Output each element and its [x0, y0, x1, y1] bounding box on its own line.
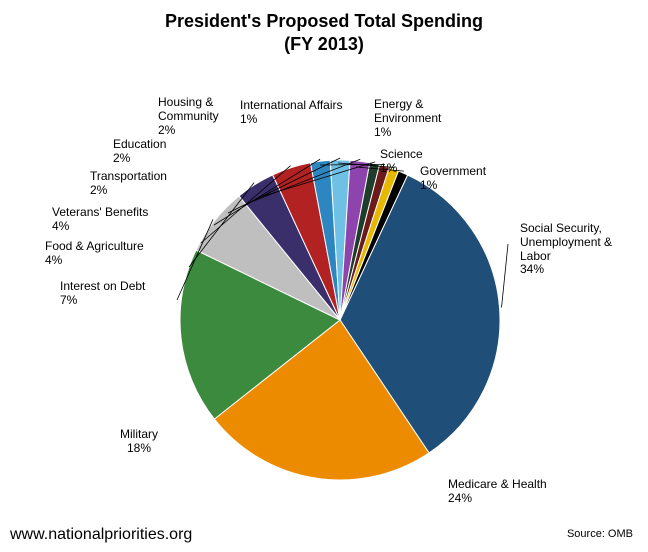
slice-label: Housing &Community2% — [158, 96, 219, 137]
slice-label: Science1% — [380, 148, 423, 176]
footer-source: Source: OMB — [567, 528, 633, 540]
slice-label: Government1% — [420, 165, 486, 193]
leader-line — [502, 244, 508, 308]
slice-label: Education2% — [113, 138, 166, 166]
slice-label: Military18% — [120, 428, 158, 456]
slice-label: Energy &Environment1% — [374, 98, 441, 139]
slice-label: Veterans' Benefits4% — [52, 206, 148, 234]
slice-label: Interest on Debt7% — [60, 280, 145, 308]
slice-label: Transportation2% — [90, 170, 167, 198]
footer-url: www.nationalpriorities.org — [10, 526, 192, 544]
slice-label: Social Security,Unemployment &Labor34% — [520, 222, 612, 277]
slice-label: International Affairs1% — [240, 99, 343, 127]
slice-label: Food & Agriculture4% — [45, 240, 144, 268]
slice-label: Medicare & Health24% — [448, 478, 547, 506]
